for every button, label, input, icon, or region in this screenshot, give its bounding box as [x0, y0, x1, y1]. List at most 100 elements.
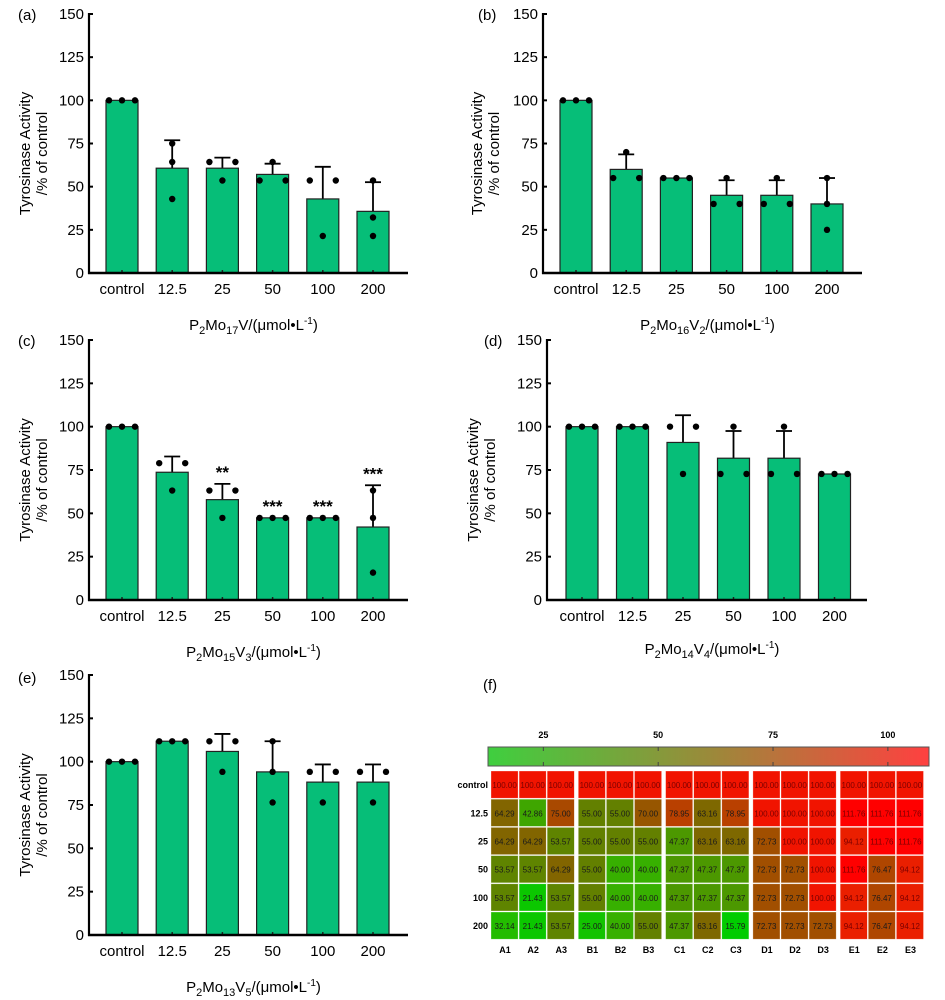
x-tick-label: 100: [310, 608, 335, 625]
heatmap-cell: [752, 883, 781, 912]
bar: [205, 167, 239, 274]
x-tick-label: 200: [814, 281, 839, 298]
x-tick-label: 25: [214, 943, 231, 960]
data-point: [169, 140, 176, 147]
bar: [767, 457, 801, 601]
bar: [105, 761, 139, 936]
heatmap-cell: [634, 855, 662, 884]
data-point: [369, 232, 377, 240]
y-tick-label: 150: [517, 332, 542, 349]
heatmap-cell: [634, 770, 662, 799]
x-label-part: Mo: [202, 644, 223, 661]
heatmap-cell-value: 111.76: [898, 809, 922, 818]
x-axis-label: P2Mo16V2/(μmol•L-1): [640, 316, 775, 337]
heatmap-cell: [490, 770, 519, 799]
heatmap-cell: [752, 827, 781, 855]
heatmap-cell-value: 47.37: [697, 866, 718, 875]
heatmap-cell: [490, 798, 519, 827]
heatmap-cell: [780, 883, 809, 912]
heatmap-cell-value: 25.00: [582, 922, 603, 931]
y-tick-label: 50: [67, 505, 84, 522]
heatmap-cell-value: 53.57: [495, 866, 516, 875]
x-label-part: ): [316, 644, 321, 661]
x-tick-label: control: [559, 608, 604, 625]
data-point: [332, 177, 339, 184]
heatmap-cell: [721, 911, 750, 940]
heatmap-cell: [606, 770, 634, 799]
data-point: [269, 799, 276, 806]
heatmap-cell-value: 47.37: [669, 894, 690, 903]
x-label-sub: 2: [655, 649, 661, 661]
heatmap-cell: [896, 911, 924, 940]
heatmap-cell: [518, 911, 547, 940]
significance-label: ***: [363, 464, 383, 483]
bar: [559, 99, 593, 274]
heatmap-cell: [546, 770, 575, 799]
x-label-sub: 2: [699, 325, 705, 337]
y-tick-label: 25: [521, 222, 538, 239]
data-point: [786, 200, 793, 208]
y-tick-label: 0: [76, 592, 84, 609]
data-point: [219, 768, 226, 776]
heatmap-cell: [518, 883, 547, 912]
data-point: [319, 232, 326, 240]
bar: [760, 194, 794, 274]
x-label-part: V: [694, 641, 704, 658]
data-point: [636, 174, 643, 182]
y-axis-label-line2: /% of control: [486, 112, 503, 195]
heatmap-cell: [665, 770, 693, 799]
x-label-sup: -1: [761, 316, 770, 327]
panel-label: (c): [18, 333, 36, 350]
y-tick-label: 0: [534, 592, 542, 609]
y-tick-label: 0: [76, 927, 84, 944]
heatmap-cell-value: 100.00: [810, 838, 835, 847]
heatmap-cell-value: 55.00: [610, 809, 631, 818]
x-label-part: V: [235, 644, 245, 661]
column-label: B3: [643, 945, 655, 955]
x-label-part: /(μmol•L: [705, 317, 761, 334]
heatmap-cell-value: 47.37: [669, 922, 690, 931]
x-tick-label: control: [99, 943, 144, 960]
x-tick-label: 200: [360, 608, 385, 625]
y-axis-label-line1: Tyrosinase Activity: [17, 753, 34, 877]
x-label-part: ): [770, 317, 775, 334]
heatmap-cell: [665, 827, 693, 855]
heatmap-cell-value: 100.00: [754, 809, 779, 818]
x-label-sub: 14: [682, 649, 694, 661]
heatmap-cell-value: 72.73: [813, 922, 834, 931]
heatmap-cell-value: 72.73: [785, 894, 806, 903]
data-point: [118, 97, 126, 104]
data-point: [578, 423, 586, 430]
heatmap-cell: [518, 798, 547, 827]
x-label-part: P: [645, 641, 655, 658]
heatmap-cell: [867, 770, 896, 799]
heatmap-cell-value: 111.76: [870, 838, 894, 847]
heatmap-cell-value: 47.37: [725, 866, 746, 875]
data-point: [282, 514, 289, 522]
bar: [817, 473, 852, 601]
data-point: [182, 459, 189, 467]
heatmap-cell-value: 21.43: [523, 922, 544, 931]
y-tick-label: 100: [59, 92, 84, 109]
data-point: [369, 569, 377, 576]
heatmap-cell-value: 40.00: [610, 922, 631, 931]
heatmap-cell: [721, 827, 750, 855]
x-tick-label: 12.5: [158, 943, 187, 960]
heatmap-cell-value: 40.00: [638, 866, 659, 875]
heatmap-cell: [808, 798, 837, 827]
y-axis-label-line1: Tyrosinase Activity: [465, 418, 482, 542]
heatmap-cell-value: 55.00: [638, 922, 659, 931]
heatmap-cell: [780, 770, 809, 799]
heatmap-cell-value: 40.00: [610, 866, 631, 875]
x-label-part: ): [774, 641, 779, 658]
heatmap-cell-value: 63.16: [725, 838, 746, 847]
heatmap-cell-value: 70.00: [638, 809, 659, 818]
data-point: [572, 97, 580, 104]
heatmap-cell: [721, 855, 750, 884]
heatmap-cell-value: 64.29: [495, 838, 516, 847]
data-point: [610, 174, 617, 182]
x-label-sub: 16: [677, 325, 689, 337]
row-label: control: [458, 780, 489, 790]
data-point: [767, 470, 775, 478]
x-label-part: /(μmol•L: [248, 317, 304, 334]
